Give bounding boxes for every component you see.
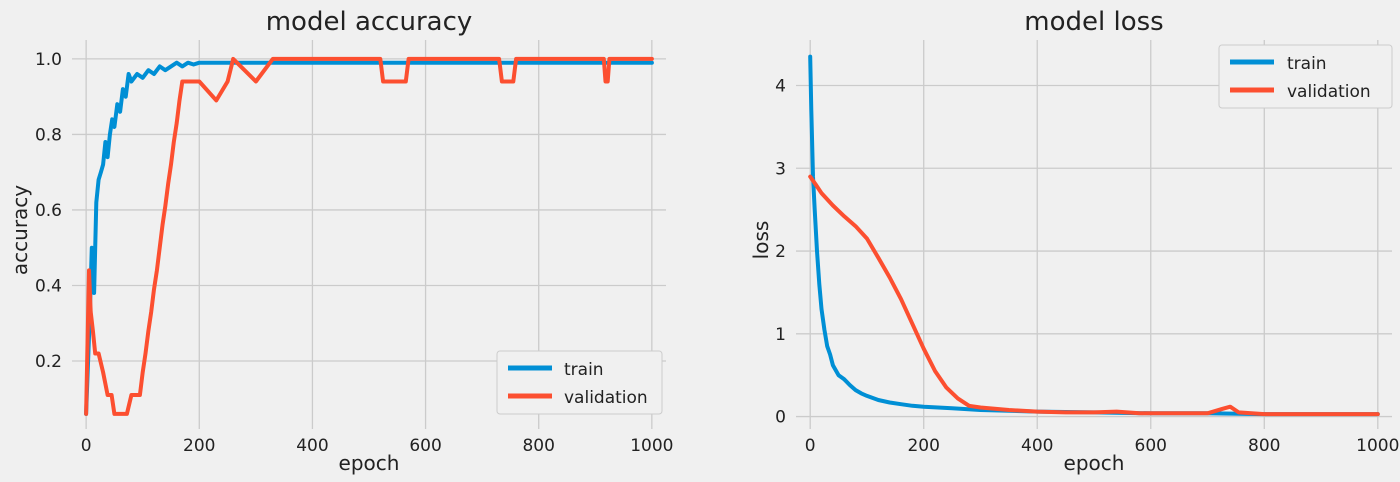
accuracy-x-axis-label: epoch [339, 451, 400, 475]
accuracy-chart-title: model accuracy [266, 7, 473, 37]
loss-x-tick-label: 800 [1248, 436, 1280, 456]
loss-x-tick-label: 200 [907, 436, 939, 456]
loss-x-tick-label: 400 [1021, 436, 1053, 456]
accuracy-plot-area: 0 200 400 600 800 1000 0.2 0.4 0.6 0.8 1.0 [35, 40, 673, 456]
accuracy-x-tick-label: 800 [522, 436, 554, 456]
accuracy-y-tick-label: 0.4 [35, 276, 62, 296]
loss-y-tick-label: 0 [775, 408, 786, 428]
loss-legend: train validation [1218, 44, 1393, 109]
accuracy-x-tick-label: 200 [183, 436, 215, 456]
accuracy-y-tick-label: 0.6 [35, 201, 62, 221]
accuracy-legend: train validation [496, 350, 663, 415]
loss-y-tick-label: 3 [775, 159, 786, 179]
accuracy-series-validation-line [84, 56, 654, 416]
accuracy-x-tick-label: 1000 [630, 436, 673, 456]
loss-x-tick-label: 0 [805, 436, 816, 456]
accuracy-y-axis-label: accuracy [8, 185, 32, 275]
accuracy-x-tick-label: 0 [81, 436, 92, 456]
loss-legend-validation-label: validation [1287, 82, 1371, 102]
accuracy-y-tick-label: 1.0 [35, 50, 62, 70]
loss-chart-title: model loss [1024, 7, 1163, 37]
accuracy-chart: model accuracy 0 200 400 600 800 1000 0.2 0.4 0.… [8, 7, 673, 475]
accuracy-x-tick-label: 600 [409, 436, 441, 456]
loss-x-axis-label: epoch [1064, 451, 1125, 475]
loss-x-tick-label: 600 [1135, 436, 1167, 456]
loss-x-tick-label: 1000 [1356, 436, 1399, 456]
accuracy-y-tick-label: 0.8 [35, 125, 62, 145]
accuracy-series-train-line [84, 60, 654, 416]
accuracy-x-tick-label: 400 [296, 436, 328, 456]
loss-y-tick-label: 2 [775, 242, 786, 262]
loss-legend-train-label: train [1287, 54, 1327, 74]
loss-y-tick-label: 4 [775, 77, 786, 97]
accuracy-legend-validation-label: validation [564, 388, 648, 408]
accuracy-legend-train-label: train [564, 360, 604, 380]
loss-y-axis-label: loss [749, 221, 773, 260]
loss-series-validation-line [808, 174, 1380, 417]
loss-series-train-line [808, 54, 1380, 417]
loss-plot-area: 0 200 400 600 800 1000 0 1 2 3 4 [775, 40, 1399, 456]
loss-y-tick-label: 1 [775, 325, 786, 345]
accuracy-y-tick-label: 0.2 [35, 352, 62, 372]
